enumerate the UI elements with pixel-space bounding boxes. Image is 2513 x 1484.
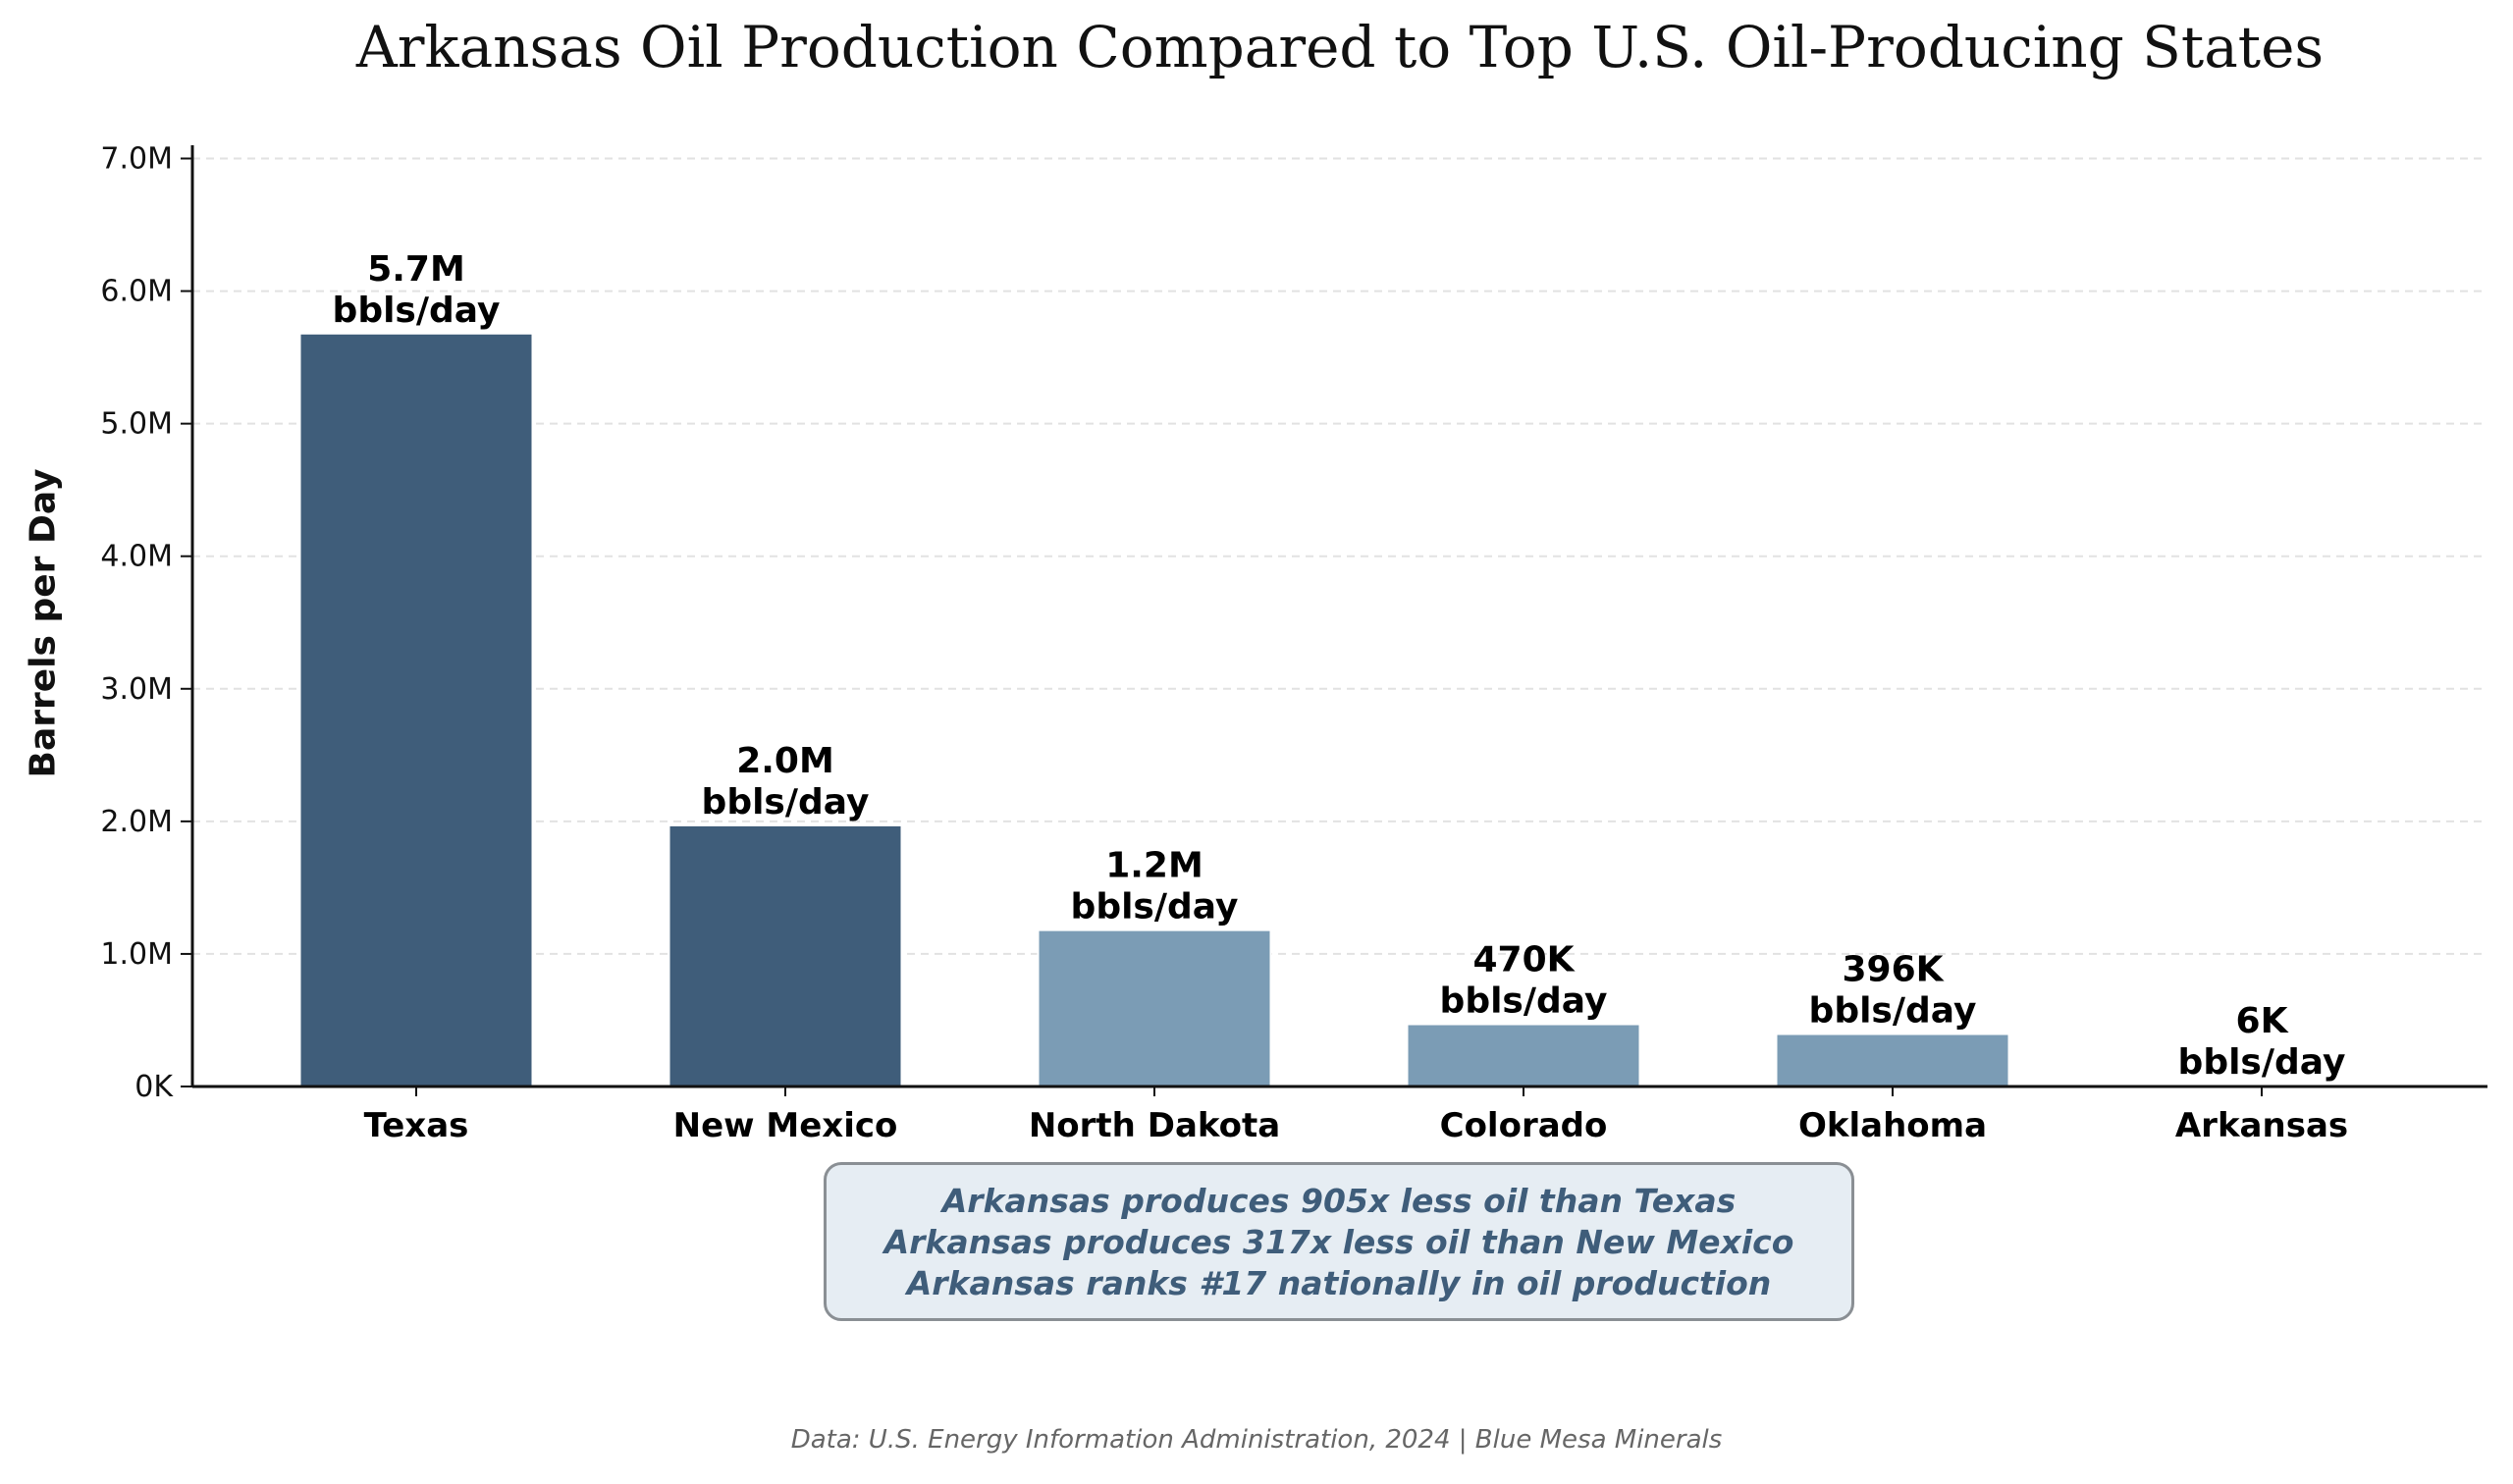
y-tick-label: 5.0M: [100, 407, 173, 442]
x-tick-label: North Dakota: [1029, 1106, 1280, 1145]
x-tick-label: Oklahoma: [1798, 1106, 1987, 1145]
annotation-line: Arkansas produces 317x less oil than New…: [883, 1223, 1794, 1261]
x-tick-label: Colorado: [1440, 1106, 1608, 1145]
chart-title: Arkansas Oil Production Compared to Top …: [355, 14, 2325, 80]
data-label: bbls/day: [2178, 1042, 2346, 1083]
data-label: bbls/day: [1809, 991, 1977, 1032]
y-tick-label: 6.0M: [100, 275, 173, 309]
bar-north-dakota: [1037, 928, 1272, 1087]
data-label: bbls/day: [1071, 887, 1239, 928]
data-label: 396K: [1842, 950, 1944, 990]
annotation-box: Arkansas produces 905x less oil than Tex…: [824, 1162, 1854, 1321]
data-label: bbls/day: [333, 291, 501, 331]
y-tick-label: 4.0M: [100, 540, 173, 574]
annotation-line: Arkansas ranks #17 nationally in oil pro…: [906, 1264, 1772, 1302]
bar-texas: [298, 332, 534, 1087]
y-tick-label: 3.0M: [100, 672, 173, 707]
data-label: bbls/day: [1440, 981, 1608, 1022]
x-tick-label: Texas: [364, 1106, 469, 1145]
data-label: 5.7M: [367, 249, 465, 290]
data-label: bbls/day: [702, 782, 870, 822]
source-note: Data: U.S. Energy Information Administra…: [790, 1425, 1723, 1455]
annotation-line: Arkansas produces 905x less oil than Tex…: [941, 1182, 1737, 1220]
y-tick-label: 1.0M: [100, 937, 173, 972]
data-label: 2.0M: [736, 741, 834, 781]
bar-colorado: [1406, 1023, 1641, 1087]
data-label: 6K: [2236, 1001, 2289, 1041]
x-tick-label: New Mexico: [673, 1106, 898, 1145]
data-label: 470K: [1472, 940, 1575, 980]
bar-oklahoma: [1775, 1033, 2010, 1087]
x-tick-label: Arkansas: [2175, 1106, 2348, 1145]
data-label: 1.2M: [1105, 846, 1203, 886]
y-tick-label: 7.0M: [100, 142, 173, 177]
y-tick-label: 0K: [134, 1070, 174, 1104]
bar-new-mexico: [668, 823, 903, 1087]
y-tick-label: 2.0M: [100, 805, 173, 839]
